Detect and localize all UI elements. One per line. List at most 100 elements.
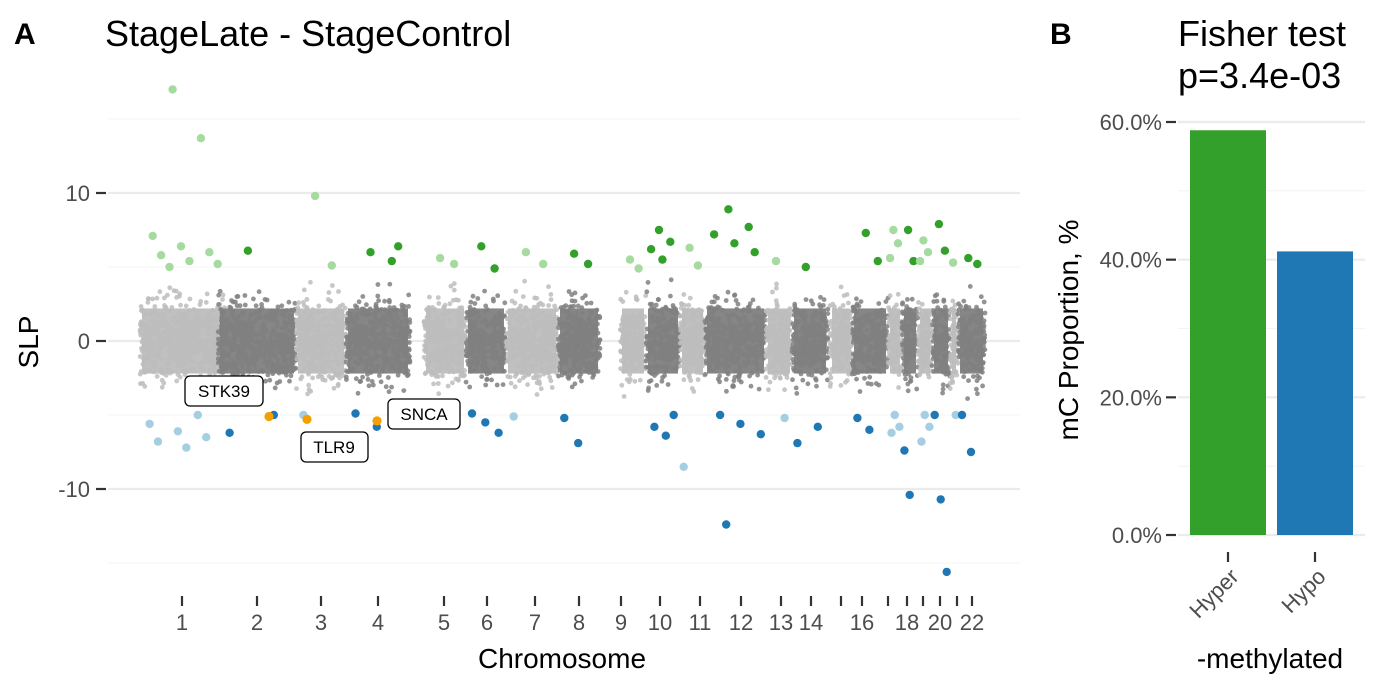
chromosome-point bbox=[307, 387, 312, 392]
chromosome-point bbox=[790, 377, 795, 382]
chromosome-7-points bbox=[504, 279, 561, 397]
chromosome-point bbox=[436, 295, 441, 300]
chromosome-point bbox=[384, 384, 389, 389]
chromosome-point bbox=[590, 375, 595, 380]
chromosome-point bbox=[625, 377, 630, 382]
chromosome-point bbox=[839, 383, 844, 388]
chromosome-point bbox=[854, 296, 859, 301]
chromosome-point bbox=[366, 377, 371, 382]
manhattan-chromosome-point-clouds bbox=[138, 277, 988, 401]
chromosome-point bbox=[327, 290, 332, 295]
chromosome-point bbox=[768, 380, 773, 385]
chromosome-point bbox=[654, 303, 659, 308]
chromosome-point bbox=[231, 300, 236, 305]
chromosome-point bbox=[310, 376, 315, 381]
chromosome-point bbox=[205, 292, 210, 297]
chromosome-point bbox=[839, 285, 844, 290]
chromosome-point bbox=[800, 378, 805, 383]
chromosome-point bbox=[354, 376, 359, 381]
chromosome-point bbox=[646, 280, 651, 285]
chromosome-point bbox=[589, 301, 594, 306]
chromosome-point bbox=[713, 294, 718, 299]
chromosome-point bbox=[489, 378, 494, 383]
chromosome-point bbox=[158, 289, 163, 294]
chromosome-point bbox=[825, 311, 830, 316]
chromosome-point bbox=[491, 299, 496, 304]
chromosome-point bbox=[450, 380, 455, 385]
chromosome-point bbox=[386, 375, 391, 380]
manhattan-plot-title: StageLate - StageControl bbox=[105, 13, 511, 54]
chromosome-13-points bbox=[764, 282, 794, 393]
chromosome-point bbox=[792, 302, 797, 307]
chromosome-point bbox=[638, 378, 643, 383]
chromosome-point bbox=[822, 297, 827, 302]
chromosome-point bbox=[546, 284, 551, 289]
chromosome-point bbox=[513, 384, 518, 389]
chromosome-point bbox=[806, 381, 811, 386]
chromosome-point bbox=[178, 303, 183, 308]
chromosome-point bbox=[360, 375, 365, 380]
chromosome-point bbox=[734, 298, 739, 303]
chromosome-point bbox=[422, 320, 427, 325]
chromosome-point bbox=[766, 387, 771, 392]
chromosome-point bbox=[302, 288, 307, 293]
chromosome-point bbox=[376, 298, 381, 303]
chromosome-core-band bbox=[468, 308, 504, 373]
chromosome-point bbox=[263, 297, 268, 302]
chromosome-point bbox=[204, 300, 209, 305]
chromosome-point bbox=[360, 294, 365, 299]
chromosome-point bbox=[461, 374, 466, 379]
chromosome-point bbox=[287, 300, 292, 305]
chromosome-point bbox=[328, 299, 333, 304]
chromosome-core-band bbox=[220, 308, 294, 373]
chromosome-point bbox=[569, 292, 574, 297]
chromosome-point bbox=[717, 374, 722, 379]
chromosome-point bbox=[289, 373, 294, 378]
chromosome-11-points bbox=[678, 292, 707, 394]
chromosome-16-points bbox=[850, 296, 891, 394]
chromosome-point bbox=[142, 384, 147, 389]
chromosome-point bbox=[216, 302, 221, 307]
chromosome-point bbox=[654, 383, 659, 388]
chromosome-point bbox=[257, 289, 262, 294]
chromosome-point bbox=[747, 374, 752, 379]
chromosome-point bbox=[336, 289, 341, 294]
chromosome-point bbox=[167, 285, 172, 290]
chromosome-point bbox=[436, 391, 441, 396]
chromosome-point bbox=[367, 383, 372, 388]
chromosome-point bbox=[814, 384, 819, 389]
chromosome-point bbox=[198, 299, 203, 304]
chromosome-core-band bbox=[682, 308, 703, 373]
chromosome-point bbox=[648, 302, 653, 307]
chromosome-core-band bbox=[794, 308, 826, 373]
chromosome-point bbox=[436, 381, 441, 386]
chromosome-point bbox=[389, 385, 394, 390]
chromosome-point bbox=[649, 378, 654, 383]
chromosome-point bbox=[775, 304, 780, 309]
chromosome-core-band bbox=[142, 308, 223, 373]
chromosome-point bbox=[375, 294, 380, 299]
chromosome-point bbox=[482, 289, 487, 294]
chromosome-point bbox=[452, 288, 457, 293]
chromosome-point bbox=[794, 391, 799, 396]
chromosome-point bbox=[138, 354, 143, 359]
chromosome-point bbox=[188, 297, 193, 302]
chromosome-point bbox=[275, 381, 280, 386]
chromosome-point bbox=[495, 293, 500, 298]
chromosome-point bbox=[539, 386, 544, 391]
chromosome-point bbox=[509, 381, 514, 386]
chromosome-point bbox=[376, 282, 381, 287]
chromosome-point bbox=[830, 302, 835, 307]
chromosome-point bbox=[382, 299, 387, 304]
chromosome-point bbox=[669, 277, 674, 282]
chromosome-point bbox=[858, 389, 863, 394]
chromosome-point bbox=[724, 389, 729, 394]
chromosome-point bbox=[534, 296, 539, 301]
chromosome-point bbox=[536, 302, 541, 307]
chromosome-point bbox=[357, 299, 362, 304]
chromosome-point bbox=[377, 373, 382, 378]
chromosome-point bbox=[344, 377, 349, 382]
chromosome-point bbox=[160, 385, 165, 390]
chromosome-core-band bbox=[768, 308, 790, 373]
